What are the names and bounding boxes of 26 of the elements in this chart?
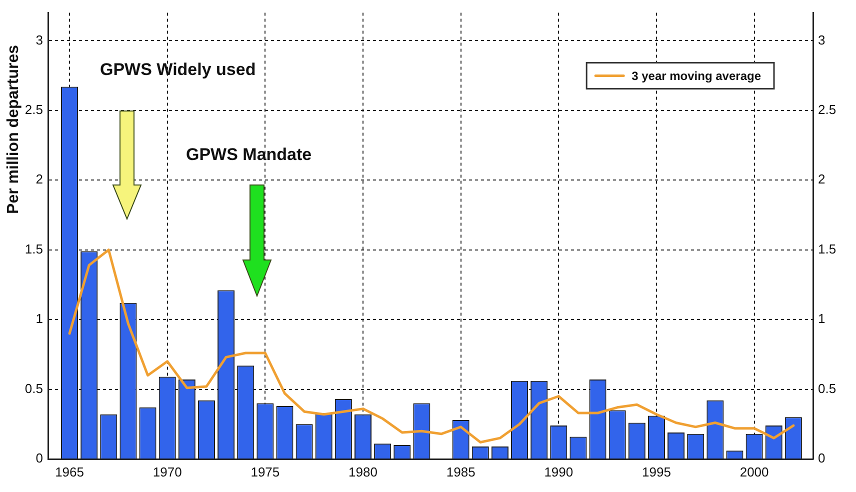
y-tick-label: 2.5 [24,102,43,117]
annotation: GPWS Mandate [186,145,312,165]
x-tick-label: 1965 [55,464,84,480]
y-tick-label: 1 [36,311,43,326]
y-tick-label: 3 [36,32,43,48]
y-axis-title: Per million departures [5,45,23,214]
x-tick-label: 1970 [152,464,182,480]
y2-tick-label: 1.5 [818,241,836,256]
y-tick-label: 1.5 [24,241,43,256]
y2-tick-label: 0.5 [818,380,836,396]
x-tick-label: 2000 [740,464,769,480]
y-tick-label: 0.5 [24,380,43,396]
y2-tick-label: 0 [818,450,826,466]
y2-tick-label: 3 [818,32,826,48]
y-tick-label: 2 [36,172,43,187]
x-tick-label: 1990 [544,464,574,480]
x-tick-label: 1985 [446,464,476,480]
x-tick-label: 1995 [642,464,671,480]
y2-tick-label: 1 [818,311,826,326]
x-tick-label: 1980 [348,464,378,480]
legend-label: 3 year moving average [632,69,762,84]
y2-tick-label: 2.5 [818,102,836,117]
x-tick-label: 1975 [250,464,280,480]
y-tick-label: 0 [36,450,43,466]
annotation: GPWS Widely used [100,60,256,80]
y2-tick-label: 2 [818,172,826,187]
